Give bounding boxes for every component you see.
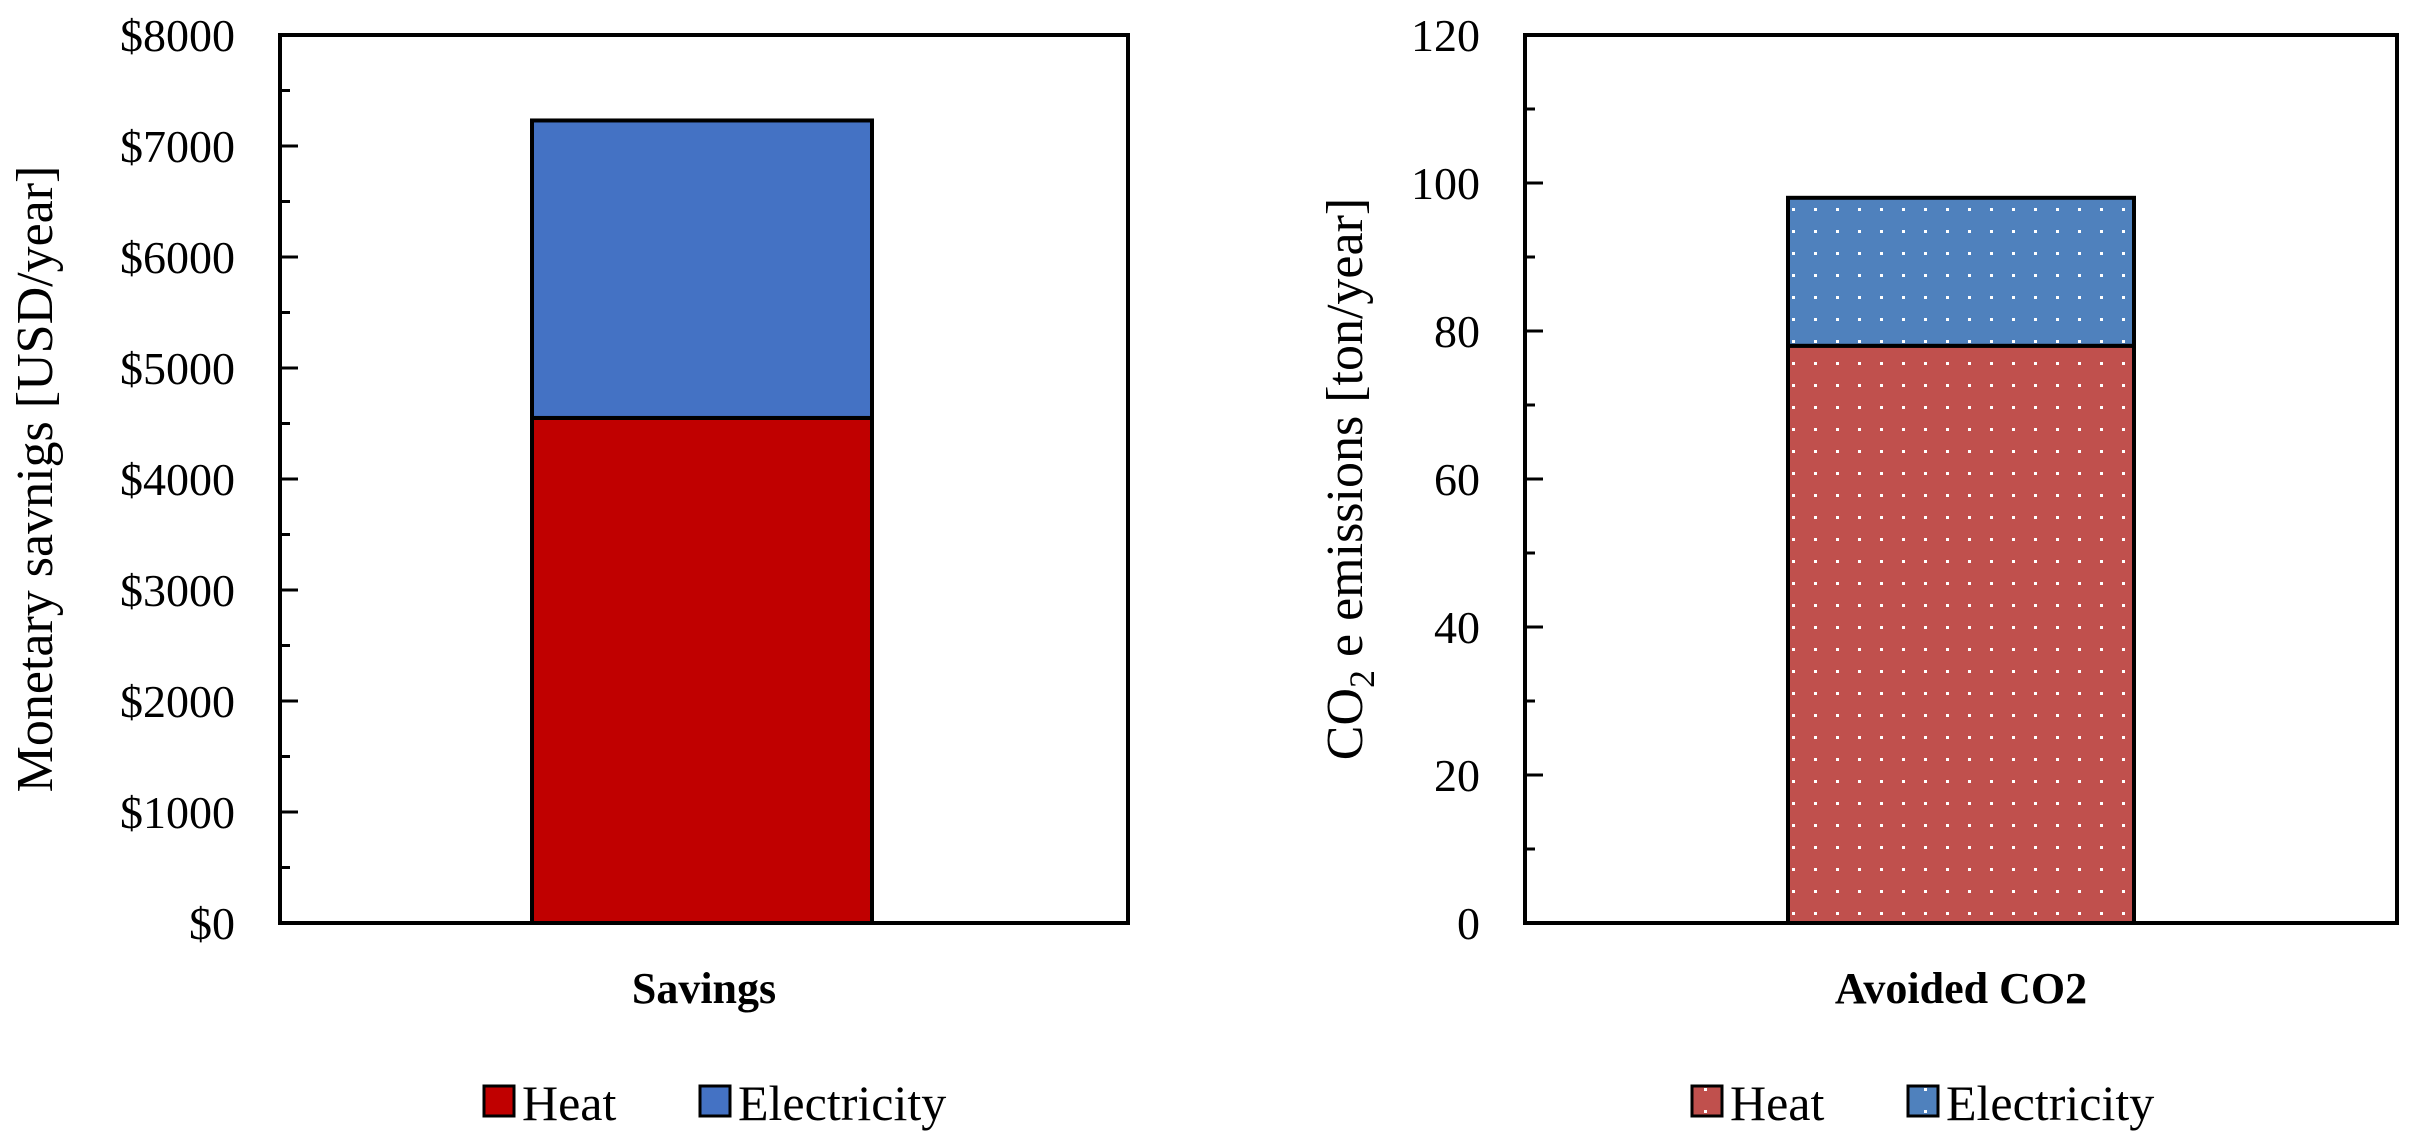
bars-savings: [530, 118, 874, 925]
y-tick-label: $1000: [120, 787, 235, 838]
legend-label-electricity-savings: Electricity: [738, 1075, 946, 1131]
y-tick-label: $3000: [120, 565, 235, 616]
y-tick-label: $6000: [120, 232, 235, 283]
y-tick-label: 60: [1434, 454, 1480, 505]
legend-label-heat-savings: Heat: [522, 1075, 616, 1131]
bar-electricity: [1786, 195, 2136, 348]
y-tick-label: 100: [1411, 158, 1480, 209]
legend-co2: Heat Electricity: [1690, 1075, 2154, 1131]
y-ticks-savings: $0 $1000 $2000 $3000 $4000 $5000 $6000 $7000 $80…: [120, 10, 298, 949]
y-tick-label: $2000: [120, 676, 235, 727]
y-tick-label: $4000: [120, 454, 235, 505]
bar-heat: [1786, 343, 2136, 925]
bar-heat: [530, 415, 874, 925]
y-tick-label: 120: [1411, 10, 1480, 61]
y-tick-label: 0: [1457, 898, 1480, 949]
y-axis-title-co2-main: CO: [1317, 688, 1374, 760]
legend-swatch-heat-savings: [482, 1084, 516, 1118]
legend-swatch-electricity-co2: [1906, 1084, 1940, 1118]
y-axis-title-co2-sub: 2: [1342, 670, 1382, 688]
y-axis-title-co2: CO2 e emissions [ton/year]: [1317, 198, 1382, 760]
y-axis-title-co2-rest: e emissions [ton/year]: [1317, 198, 1374, 670]
y-ticks-co2: 0 20 40 60 80 100 120: [1411, 10, 1543, 949]
y-tick-label: 20: [1434, 750, 1480, 801]
chart-avoided-co2: 0 20 40 60 80 100 120 CO2 e emissions [ton/yea…: [1317, 10, 2399, 1131]
y-tick-label: $5000: [120, 343, 235, 394]
legend-label-electricity-co2: Electricity: [1946, 1075, 2154, 1131]
legend-swatch-heat-co2: [1690, 1084, 1724, 1118]
legend-label-heat-co2: Heat: [1730, 1075, 1824, 1131]
y-tick-label: 40: [1434, 602, 1480, 653]
y-tick-label: 80: [1434, 306, 1480, 357]
y-tick-label: $7000: [120, 121, 235, 172]
legend-savings: Heat Electricity: [482, 1075, 946, 1131]
y-tick-label: $0: [189, 898, 235, 949]
category-label-co2: Avoided CO2: [1835, 964, 2087, 1013]
y-axis-title-savings: Monetary savnigs [USD/year]: [7, 166, 64, 793]
y-tick-label: $8000: [120, 10, 235, 61]
bar-electricity: [530, 118, 874, 420]
bars-co2: [1786, 195, 2136, 925]
legend-swatch-electricity-savings: [698, 1084, 732, 1118]
category-label-savings: Savings: [632, 964, 776, 1013]
chart-savings: $0 $1000 $2000 $3000 $4000 $5000 $6000 $7000 $80…: [7, 10, 1130, 1131]
